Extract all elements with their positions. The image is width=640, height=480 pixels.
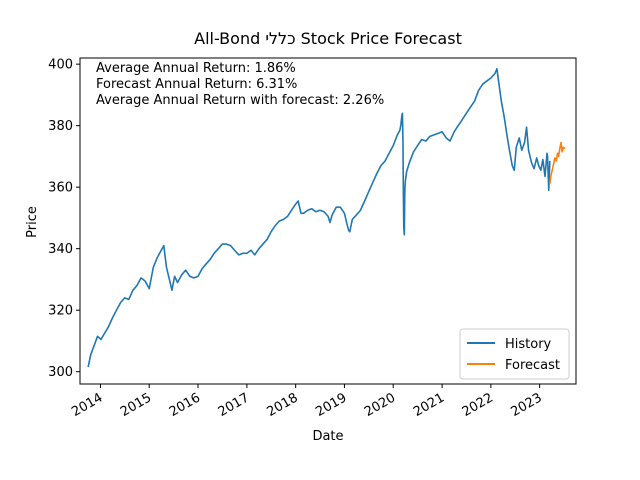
y-tick-label: 400 xyxy=(48,58,73,73)
y-tick-label: 360 xyxy=(48,181,73,196)
series-line-history xyxy=(87,67,551,368)
plot-frame xyxy=(79,57,577,385)
y-axis-label: Price xyxy=(25,206,40,238)
y-tick-label: 340 xyxy=(48,242,73,257)
y-tick-label: 380 xyxy=(48,119,73,134)
y-axis: 300 320 340 360 380 400 xyxy=(48,58,80,380)
series-layer xyxy=(87,67,566,368)
legend-box xyxy=(459,328,570,380)
annotation-return-with-forecast: Average Annual Return with forecast: 2.2… xyxy=(96,93,384,108)
legend: History Forecast xyxy=(459,328,570,380)
series-line-forecast xyxy=(549,141,566,185)
x-axis-label: Date xyxy=(312,429,343,444)
annotation-forecast-return: Forecast Annual Return: 6.31% xyxy=(96,77,297,92)
y-tick-label: 320 xyxy=(48,304,73,319)
chart-title: All-Bond כללי Stock Price Forecast xyxy=(194,29,462,48)
y-tick-label: 300 xyxy=(48,365,73,380)
legend-history-label: History xyxy=(505,337,552,352)
legend-forecast-label: Forecast xyxy=(505,358,560,373)
annotation-average-return: Average Annual Return: 1.86% xyxy=(96,61,296,76)
